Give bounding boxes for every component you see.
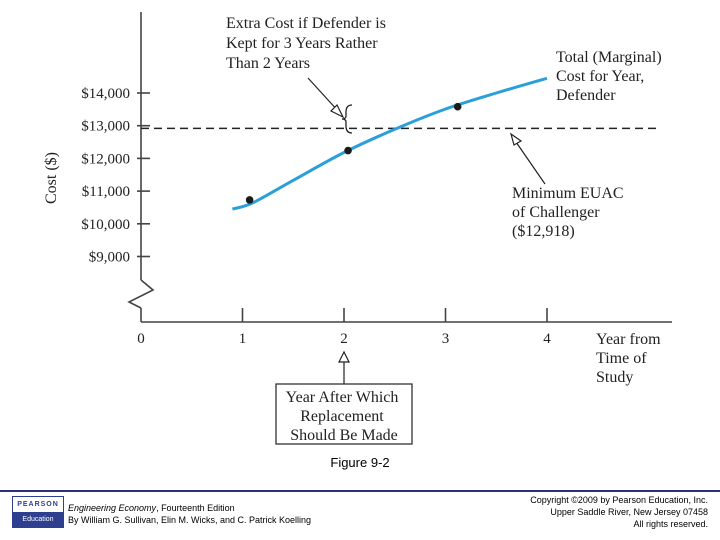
annotation-total-cost-line-1: Total (Marginal) (556, 49, 662, 66)
pearson-logo: PEARSON Education (12, 496, 64, 528)
book-authors: By William G. Sullivan, Elin M. Wicks, a… (68, 515, 312, 525)
y-axis-label: Cost ($) (43, 152, 60, 204)
x-tick-label: 0 (137, 331, 145, 347)
figure-caption: Figure 9-2 (330, 455, 390, 470)
x-axis-label-line-2: Time of (596, 350, 647, 367)
annotation-total-cost: Total (Marginal) Cost for Year, Defender (556, 49, 666, 104)
annotation-total-cost-line-2: Cost for Year, (556, 68, 644, 85)
book-info: Engineering Economy, Fourteenth Edition … (68, 502, 311, 526)
replacement-arrowhead (338, 350, 350, 363)
y-tick-label: $10,000 (81, 217, 130, 233)
cost-chart: 0 1 2 3 4 $14,000 $13,000 $12,000 $11,000 $10,00… (43, 12, 672, 445)
data-points (245, 102, 462, 204)
extra-cost-arrow (307, 77, 340, 113)
copyright-line-1: Copyright ©2009 by Pearson Education, In… (530, 495, 708, 505)
y-tick-label: $12,000 (81, 151, 130, 167)
copyright-line-3: All rights reserved. (633, 519, 708, 529)
book-title: Engineering Economy (68, 503, 157, 513)
x-tick-label: 4 (543, 331, 551, 347)
x-axis-label-line-3: Study (596, 369, 633, 386)
book-title-line: Engineering Economy, Fourteenth Edition (68, 502, 311, 514)
annotation-replacement-line-3: Should Be Made (290, 427, 398, 444)
data-point (453, 102, 462, 111)
x-axis-label-line-1: Year from (596, 331, 661, 348)
x-ticks: 0 1 2 3 4 (137, 308, 551, 347)
annotation-extra-cost-line-3: Than 2 Years (226, 55, 310, 72)
annotation-replacement-line-1: Year After Which (286, 389, 399, 406)
min-euac-arrow (515, 141, 546, 185)
x-tick-label: 2 (340, 331, 348, 347)
y-tick-label: $9,000 (89, 250, 130, 266)
min-euac-arrowhead (509, 132, 523, 146)
y-tick-label: $13,000 (81, 119, 130, 135)
annotation-min-euac-line-3: ($12,918) (512, 223, 575, 240)
x-tick-label: 1 (239, 331, 247, 347)
copyright-line-2: Upper Saddle River, New Jersey 07458 (550, 507, 708, 517)
logo-top-text: PEARSON (13, 497, 63, 512)
y-ticks: $14,000 $13,000 $12,000 $11,000 $10,000 $9,00… (81, 86, 150, 266)
extra-cost-arrowhead (329, 103, 345, 119)
series-line-defender (231, 76, 548, 211)
annotation-replacement: Year After Which Replacement Should Be M… (286, 389, 403, 444)
annotation-min-euac-line-2: of Challenger (512, 204, 600, 221)
annotation-min-euac: Minimum EUAC of Challenger ($12,918) (512, 185, 628, 240)
replacement-box (275, 383, 413, 445)
annotation-min-euac-line-1: Minimum EUAC (512, 185, 624, 202)
extra-cost-brace (341, 104, 353, 134)
annotation-replacement-line-2: Replacement (300, 408, 384, 425)
y-tick-label: $14,000 (81, 86, 130, 102)
annotation-extra-cost-line-2: Kept for 3 Years Rather (226, 35, 378, 52)
annotation-total-cost-line-3: Defender (556, 87, 616, 104)
book-edition: , Fourteenth Edition (156, 503, 235, 513)
data-point (245, 196, 254, 204)
footer-divider (0, 490, 720, 492)
data-point (344, 146, 352, 155)
annotation-extra-cost-line-1: Extra Cost if Defender is (226, 15, 386, 32)
copyright-info: Copyright ©2009 by Pearson Education, In… (530, 494, 708, 530)
x-tick-label: 3 (442, 331, 450, 347)
y-axis-break (127, 279, 155, 309)
annotation-extra-cost: Extra Cost if Defender is Kept for 3 Yea… (226, 15, 390, 72)
logo-bottom-text: Education (13, 512, 63, 527)
y-tick-label: $11,000 (82, 184, 130, 200)
x-axis-label: Year from Time of Study (596, 331, 665, 386)
